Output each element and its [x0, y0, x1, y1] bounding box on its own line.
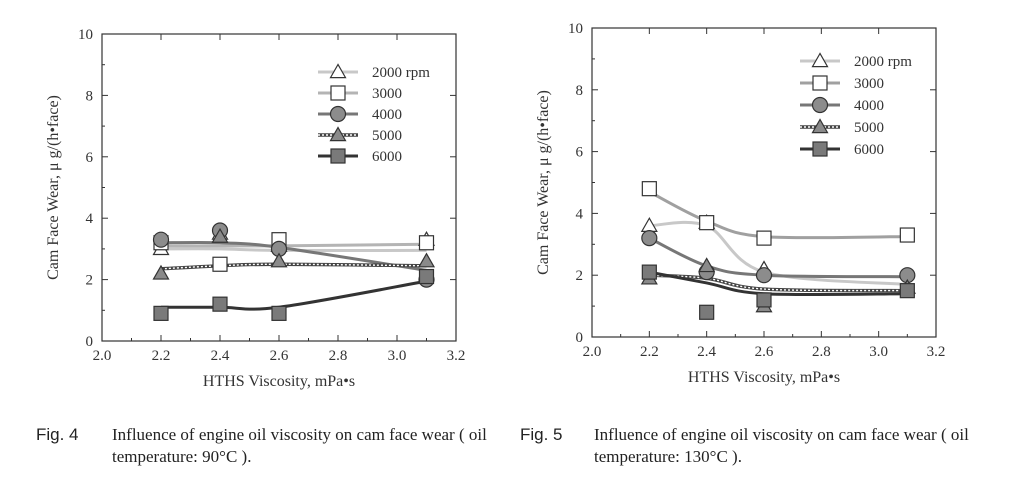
- chart-2: 2.0 2.2 2.4 2.6 2.8 3.0 3.2 0 2 4 6 8 10 HTHS Viscosi…: [535, 21, 945, 386]
- legend-label: 4000: [372, 107, 402, 123]
- legend-marker: [330, 148, 346, 164]
- series-4-point: [152, 264, 170, 280]
- legend-label: 5000: [854, 120, 884, 136]
- series-4-point: [417, 252, 436, 268]
- series-3-point: [755, 267, 773, 284]
- series-2-point: [212, 256, 228, 272]
- y-tick-label: 6: [86, 150, 94, 166]
- legend-label: 6000: [372, 149, 402, 165]
- y-tick-label: 4: [576, 206, 584, 222]
- series-3-line: [648, 236, 908, 279]
- legend-marker: [329, 105, 347, 123]
- x-tick-label: 2.0: [583, 344, 602, 360]
- series-2-point: [756, 230, 772, 246]
- y-tick-label: 2: [576, 268, 584, 284]
- series-5-point: [271, 305, 287, 321]
- series-1-line: [160, 247, 427, 253]
- x-tick-label: 2.8: [329, 348, 348, 364]
- legend-marker: [811, 96, 829, 114]
- figure-5-caption-text: Influence of engine oil viscosity on cam…: [594, 425, 969, 466]
- legend-label: 3000: [854, 76, 884, 92]
- series-5-line: [160, 279, 427, 311]
- legend-label: 2000 rpm: [854, 54, 912, 70]
- series-4-point: [211, 227, 229, 243]
- legend-marker: [330, 85, 346, 101]
- series-5-point: [899, 283, 915, 299]
- series-4-point: [270, 252, 288, 268]
- legend-label: 6000: [854, 142, 884, 158]
- y-tick-label: 4: [86, 211, 94, 227]
- y-tick-label: 2: [86, 273, 94, 289]
- series-2-point: [899, 227, 915, 243]
- legend-marker: [811, 52, 829, 68]
- series-5-point: [756, 292, 772, 308]
- y-tick-label: 10: [568, 21, 583, 37]
- legend-label: 2000 rpm: [372, 65, 430, 81]
- figure-4-number: Fig. 4: [36, 425, 79, 444]
- figure-5-caption: Fig. 5 Influence of engine oil viscosity…: [520, 424, 1000, 474]
- series-2-point: [418, 235, 435, 251]
- series-2-line: [161, 242, 427, 248]
- x-tick-label: 2.6: [270, 348, 289, 364]
- series-5-point: [212, 296, 228, 312]
- y-tick-label: 0: [86, 334, 94, 350]
- series-3-line: [160, 240, 427, 272]
- y-axis-label: Cam Face Wear, μ g/(h•face): [45, 95, 62, 280]
- legend-marker: [329, 126, 347, 142]
- y-tick-label: 8: [86, 88, 94, 104]
- series-5-point: [641, 264, 657, 280]
- figure-4-caption-text: Influence of engine oil viscosity on cam…: [112, 425, 487, 466]
- y-tick-label: 6: [576, 145, 584, 161]
- x-axis-label: HTHS Viscosity, mPa•s: [688, 369, 840, 386]
- x-tick-label: 3.0: [388, 348, 407, 364]
- series-5-line: [649, 270, 908, 297]
- x-tick-label: 2.4: [697, 344, 716, 360]
- x-axis-label: HTHS Viscosity, mPa•s: [203, 373, 355, 390]
- legend-marker: [812, 141, 828, 157]
- x-tick-label: 2.4: [211, 348, 230, 364]
- series-2-point: [641, 181, 657, 197]
- x-tick-label: 2.2: [152, 348, 171, 364]
- series-2-point: [699, 215, 715, 231]
- series-4-line: [649, 274, 908, 292]
- x-tick-label: 2.0: [93, 348, 112, 364]
- legend-label: 5000: [372, 128, 402, 144]
- legend-marker: [811, 118, 829, 134]
- series-5-point: [418, 268, 435, 285]
- legend-marker: [812, 75, 828, 91]
- series-4-point: [698, 257, 716, 273]
- series-2-line: [648, 190, 908, 240]
- y-tick-label: 0: [576, 330, 584, 346]
- legend-marker: [329, 63, 347, 79]
- series-5-point: [153, 305, 169, 321]
- series-3-point: [641, 230, 658, 247]
- legend-label: 3000: [372, 86, 402, 102]
- chart-1: 2.0 2.2 2.4 2.6 2.8 3.0 3.2 0 2 4 6 8 10 HTHS Viscosi…: [45, 27, 465, 390]
- y-tick-label: 10: [78, 27, 93, 43]
- y-axis-label: Cam Face Wear, μ g/(h•face): [535, 90, 552, 275]
- x-tick-label: 3.0: [869, 344, 888, 360]
- x-tick-label: 2.6: [755, 344, 774, 360]
- series-3-point: [152, 231, 170, 248]
- series-1-line: [649, 220, 908, 286]
- series-5-point: [699, 304, 715, 320]
- x-tick-label: 2.8: [812, 344, 831, 360]
- x-tick-label: 2.2: [640, 344, 659, 360]
- figure-5-number: Fig. 5: [520, 425, 563, 444]
- x-tick-label: 3.2: [447, 348, 466, 364]
- legend-label: 4000: [854, 98, 884, 114]
- figure-4-caption: Fig. 4 Influence of engine oil viscosity…: [36, 424, 506, 474]
- series-4-line: [160, 263, 427, 270]
- x-tick-label: 3.2: [927, 344, 946, 360]
- y-tick-label: 8: [576, 83, 584, 99]
